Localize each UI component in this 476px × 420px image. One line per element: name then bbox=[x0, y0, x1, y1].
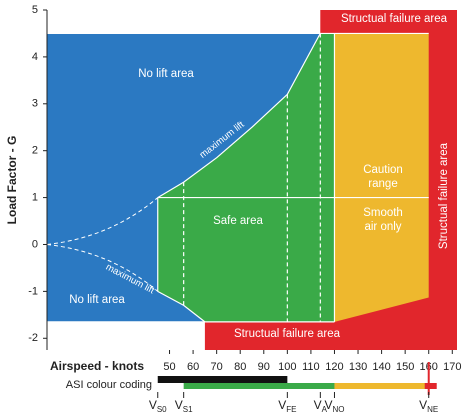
asi-green-arc bbox=[183, 383, 335, 389]
speed-sub: NO bbox=[332, 405, 344, 414]
speed-name: V bbox=[278, 398, 286, 412]
upper-curve bbox=[157, 33, 321, 199]
region-label: range bbox=[368, 178, 397, 190]
x-tick-label: 120 bbox=[325, 361, 343, 373]
x-tick-label: 60 bbox=[187, 361, 199, 373]
speed-sub: A bbox=[322, 405, 328, 414]
speed-sub: S1 bbox=[183, 405, 193, 414]
region-label: No lift area bbox=[69, 294, 125, 306]
y-tick-label: 2 bbox=[32, 145, 38, 157]
region-label: Structual failure area bbox=[234, 328, 341, 340]
y-tick-label: 1 bbox=[32, 191, 38, 203]
no-lift-region bbox=[47, 33, 321, 322]
x-tick-label: 150 bbox=[396, 361, 414, 373]
speed-label: VNE bbox=[419, 398, 438, 414]
region-label: Caution bbox=[363, 164, 403, 176]
x-tick-label: 170 bbox=[443, 361, 461, 373]
y-tick-label: 5 bbox=[32, 4, 38, 16]
x-tick-label: 70 bbox=[211, 361, 223, 373]
asi-label: ASI colour coding bbox=[66, 379, 152, 391]
x-tick-label: 50 bbox=[163, 361, 175, 373]
speed-label: VFE bbox=[278, 398, 296, 414]
region-label: Structual failure area bbox=[341, 13, 448, 25]
speed-label: VS1 bbox=[175, 398, 193, 414]
y-tick-label: 3 bbox=[32, 98, 38, 110]
x-tick-label: 90 bbox=[258, 361, 270, 373]
speed-sub: S0 bbox=[157, 405, 167, 414]
speed-name: V bbox=[419, 398, 427, 412]
speed-sub: NE bbox=[427, 405, 438, 414]
y-axis-label: Load Factor - G bbox=[5, 136, 19, 225]
speed-name: V bbox=[175, 398, 183, 412]
origin-curve bbox=[46, 197, 159, 245]
asi-yellow-arc bbox=[334, 383, 429, 389]
speed-label: VNO bbox=[324, 398, 344, 414]
speed-name: V bbox=[324, 398, 332, 412]
x-tick-label: 130 bbox=[349, 361, 367, 373]
region-label: air only bbox=[364, 221, 401, 233]
x-tick-label: 110 bbox=[302, 361, 320, 373]
y-tick-label: -2 bbox=[28, 332, 38, 344]
speed-name: V bbox=[149, 398, 157, 412]
region-label: Safe area bbox=[213, 215, 263, 227]
asi-white-arc bbox=[157, 376, 288, 383]
speed-label: VA bbox=[314, 398, 328, 414]
x-axis-label: Airspeed - knots bbox=[50, 359, 144, 373]
x-tick-label: 140 bbox=[372, 361, 390, 373]
caution-region bbox=[334, 33, 429, 322]
region-label: Structual failure area bbox=[438, 142, 450, 249]
speed-sub: FE bbox=[286, 405, 296, 414]
y-tick-label: 0 bbox=[32, 238, 38, 250]
x-tick-label: 80 bbox=[234, 361, 246, 373]
asi-red-line bbox=[424, 383, 437, 389]
lower-curve bbox=[157, 290, 206, 323]
speed-label: VS0 bbox=[149, 398, 167, 414]
region-label: No lift area bbox=[138, 68, 194, 80]
y-tick-label: -1 bbox=[28, 285, 38, 297]
y-tick-label: 4 bbox=[32, 51, 38, 63]
speed-name: V bbox=[314, 398, 322, 412]
safe-region bbox=[157, 33, 335, 322]
origin-curve bbox=[46, 243, 159, 292]
region-label: Smooth bbox=[363, 207, 403, 219]
x-tick-label: 100 bbox=[278, 361, 296, 373]
